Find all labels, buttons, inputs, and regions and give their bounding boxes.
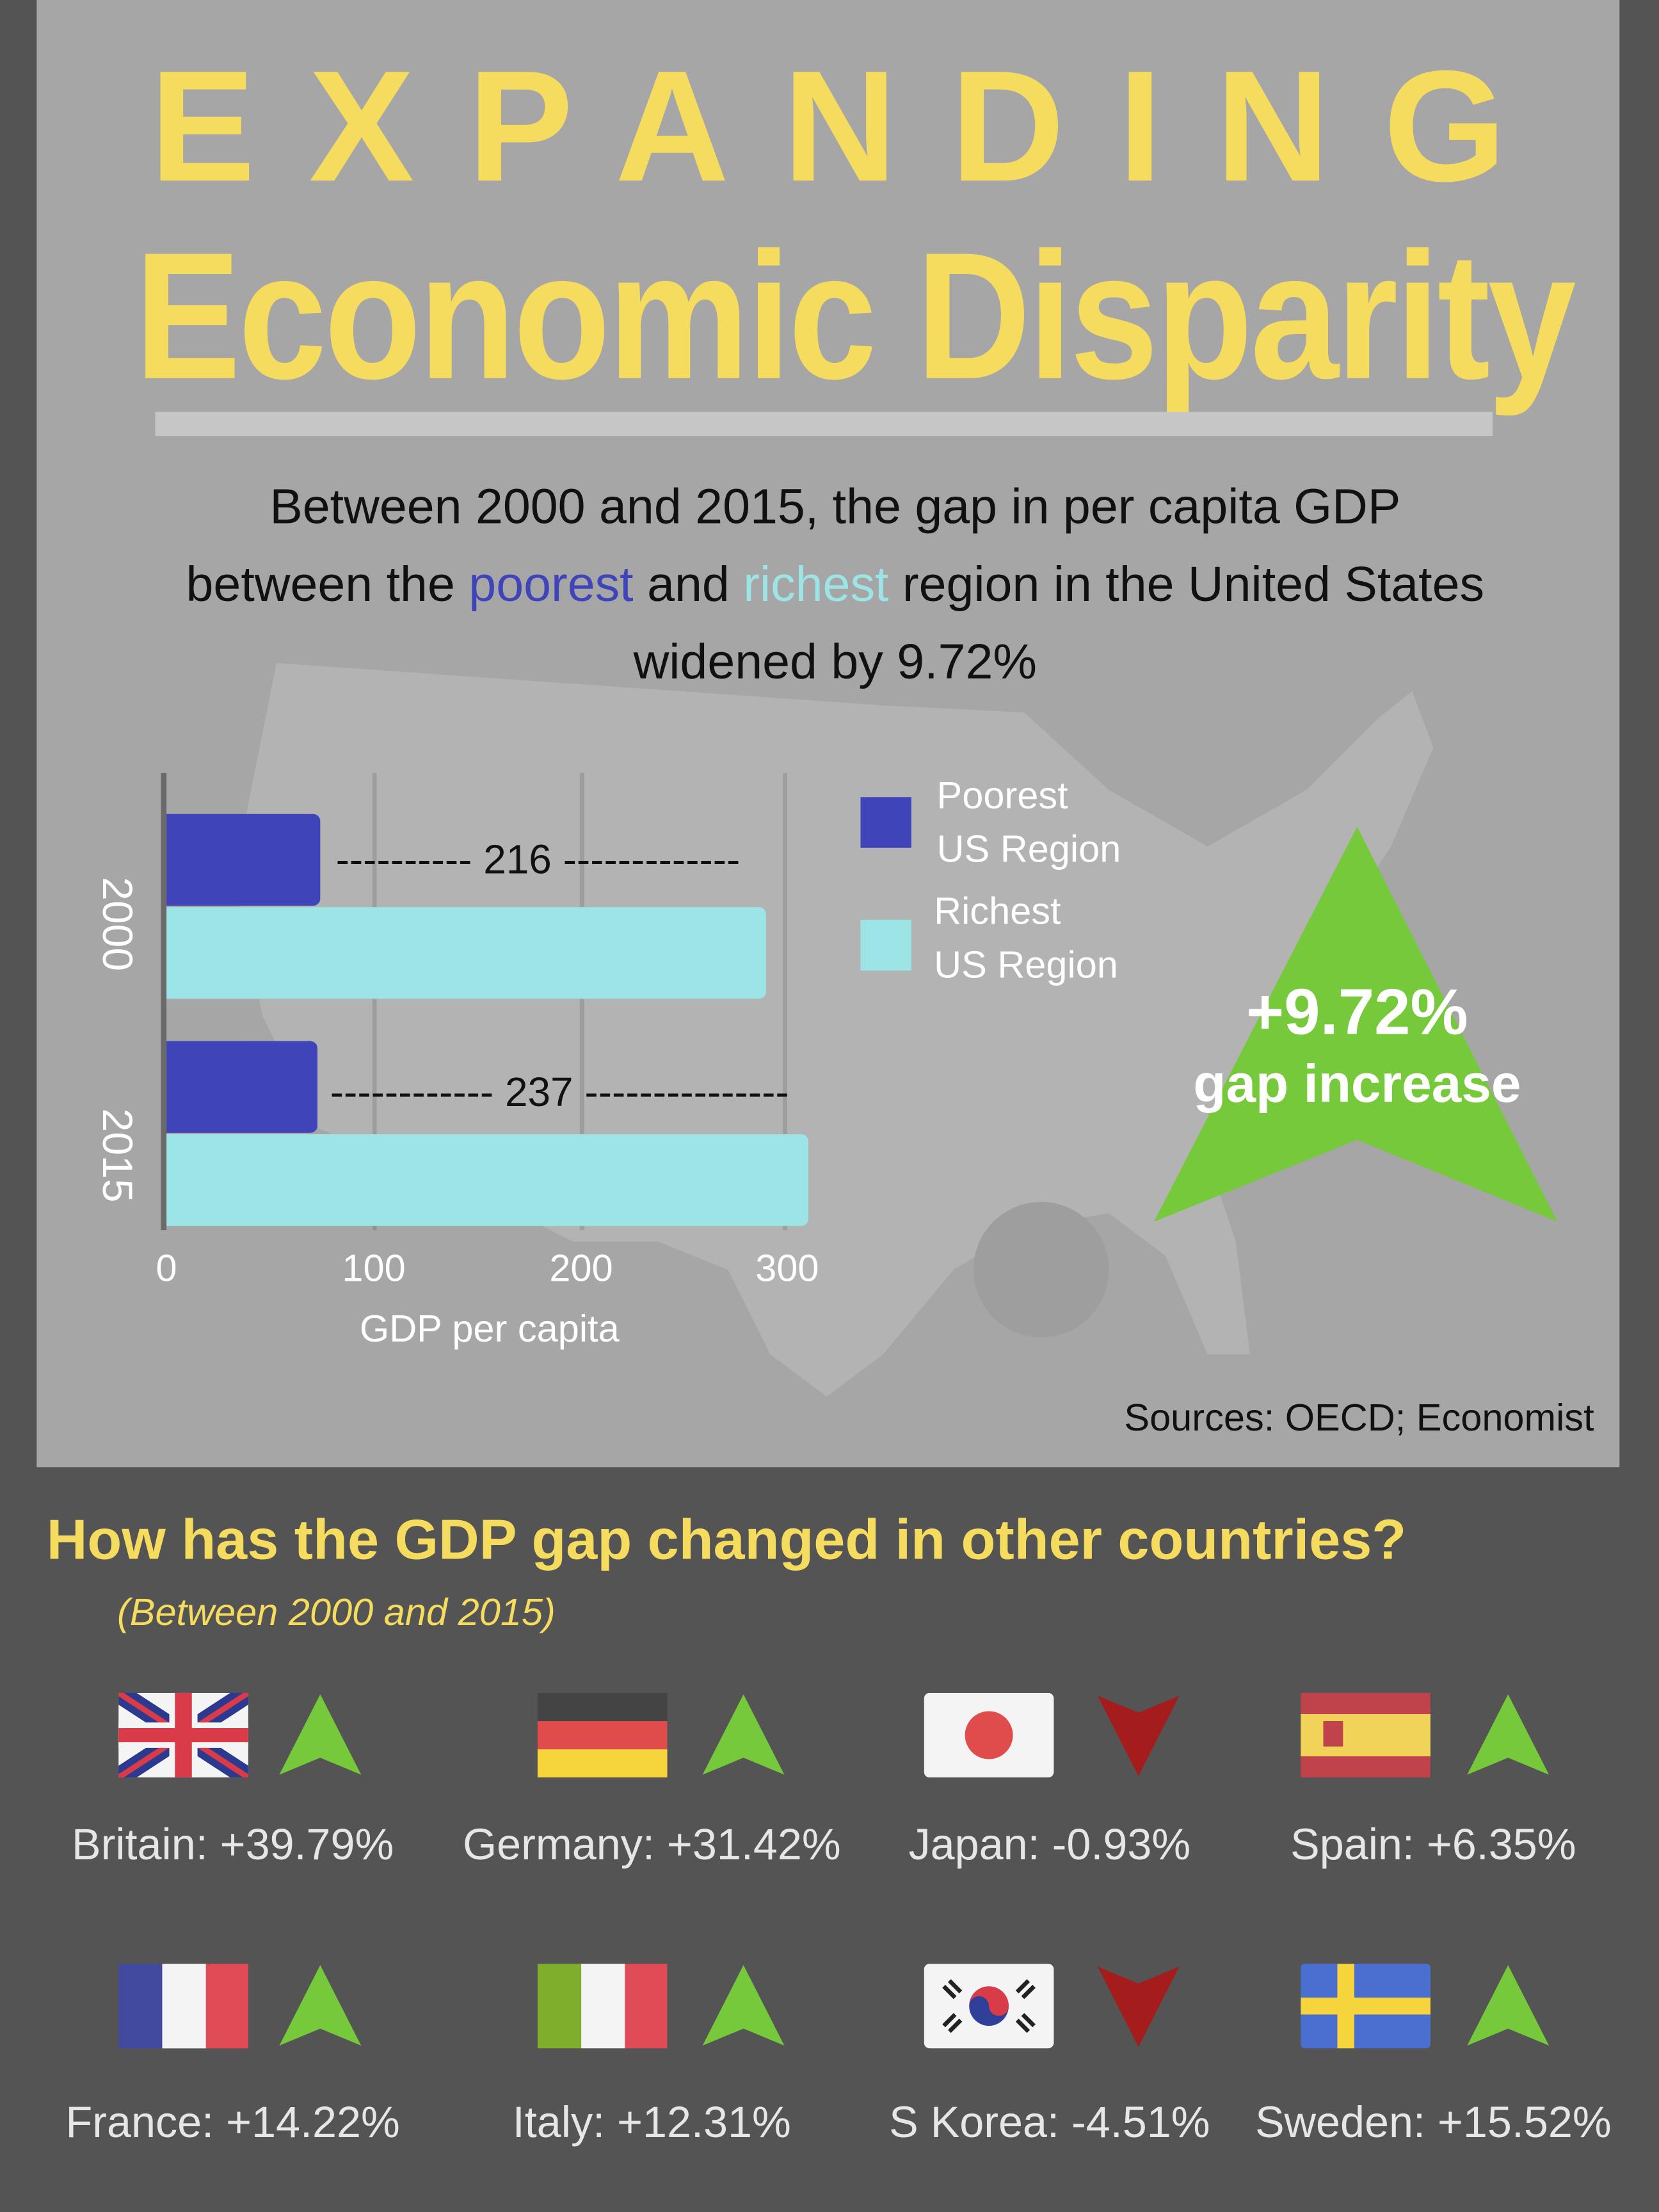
tick-label-100: 100: [342, 1247, 406, 1290]
gap-label-2015: ------------ 237 ---------------: [330, 1070, 789, 1116]
x-axis-label: GDP per capita: [359, 1308, 620, 1350]
country-label-italy: Italy: +12.31%: [512, 2097, 791, 2147]
country-label-japan: Japan: -0.93%: [908, 1820, 1191, 1870]
sources: Sources: OECD; Economist: [1124, 1397, 1594, 1439]
title-economic-disparity: Economic Disparity: [134, 216, 1576, 418]
section-heading: How has the GDP gap changed in other cou…: [46, 1509, 1407, 1572]
title-line-2: Economic Disparity: [36, 216, 1619, 418]
flag-sweden-icon: [1301, 1964, 1431, 2049]
country-label-s-korea: S Korea: -4.51%: [889, 2097, 1210, 2147]
y-axis-line: [161, 773, 167, 1230]
intro-text-segment: between the: [186, 557, 469, 613]
tick-label-300: 300: [755, 1247, 819, 1290]
intro-text-segment: and: [633, 557, 744, 613]
down-arrow-icon: [1097, 1695, 1180, 1776]
intro-text-segment: region in the United States: [888, 557, 1485, 613]
flag-britain-icon: [118, 1692, 248, 1778]
gridline-200: [579, 773, 584, 1230]
flag-france-icon: [118, 1964, 248, 2049]
gap-value-2015: 237: [504, 1070, 573, 1116]
divider: [155, 412, 1493, 437]
up-arrow-icon: [279, 1694, 362, 1775]
intro-line-3: widened by 9.72%: [633, 634, 1038, 690]
flag-italy-icon: [537, 1964, 668, 2049]
intro-line-2: between the poorest and richest region i…: [56, 546, 1614, 623]
intro-text: Between 2000 and 2015, the gap in per ca…: [56, 469, 1614, 701]
intro-line-1: Between 2000 and 2015, the gap in per ca…: [269, 479, 1401, 535]
gridline-300: [783, 773, 787, 1230]
flag-japan-icon: [924, 1692, 1054, 1778]
title-expanding: EXPANDING: [150, 38, 1560, 215]
bar-2000-richest: [166, 907, 767, 999]
legend-text: US Region: [934, 943, 1118, 986]
section-subheading: (Between 2000 and 2015): [116, 1591, 556, 1634]
up-arrow-icon: [1467, 1694, 1550, 1775]
legend-text: Poorest: [936, 774, 1068, 817]
legend-poorest: Poorest US Region: [937, 769, 1121, 876]
year-label-2000: 2000: [93, 877, 140, 972]
callout-label: gap increase: [1193, 1055, 1521, 1115]
up-arrow-icon: [279, 1965, 362, 2046]
legend-richest: Richest US Region: [934, 885, 1118, 992]
tick-label-200: 200: [549, 1247, 613, 1290]
bar-2000-poorest: [166, 813, 320, 906]
up-arrow-icon: [1153, 826, 1558, 1222]
flag-s-korea-icon: [924, 1964, 1054, 2049]
legend-swatch-richest: [860, 920, 911, 971]
richest-word: richest: [743, 557, 889, 613]
flag-spain-icon: [1301, 1692, 1431, 1778]
tick-label-0: 0: [156, 1247, 177, 1290]
country-label-sweden: Sweden: +15.52%: [1255, 2097, 1612, 2147]
up-arrow-icon: [1467, 1965, 1550, 2046]
gridline-100: [372, 773, 377, 1230]
gap-value-2000: 216: [483, 838, 552, 883]
up-arrow-icon: [702, 1694, 785, 1775]
legend-swatch-poorest: [860, 797, 911, 848]
country-label-spain: Spain: +6.35%: [1290, 1820, 1576, 1870]
country-label-britain: Britain: +39.79%: [72, 1820, 394, 1870]
down-arrow-icon: [1097, 1966, 1180, 2048]
legend-text: US Region: [936, 828, 1121, 870]
callout-value: +9.72%: [1246, 975, 1468, 1048]
bar-2015-poorest: [166, 1041, 318, 1133]
bar-2015-richest: [166, 1134, 808, 1226]
country-label-germany: Germany: +31.42%: [462, 1820, 841, 1870]
gap-label-2000: ---------- 216 -------------: [335, 838, 741, 883]
country-label-france: France: +14.22%: [65, 2097, 400, 2147]
flag-germany-icon: [537, 1692, 668, 1778]
legend-text: Richest: [934, 890, 1061, 933]
up-arrow-icon: [702, 1965, 785, 2046]
poorest-word: poorest: [469, 557, 634, 613]
year-label-2015: 2015: [93, 1108, 140, 1203]
